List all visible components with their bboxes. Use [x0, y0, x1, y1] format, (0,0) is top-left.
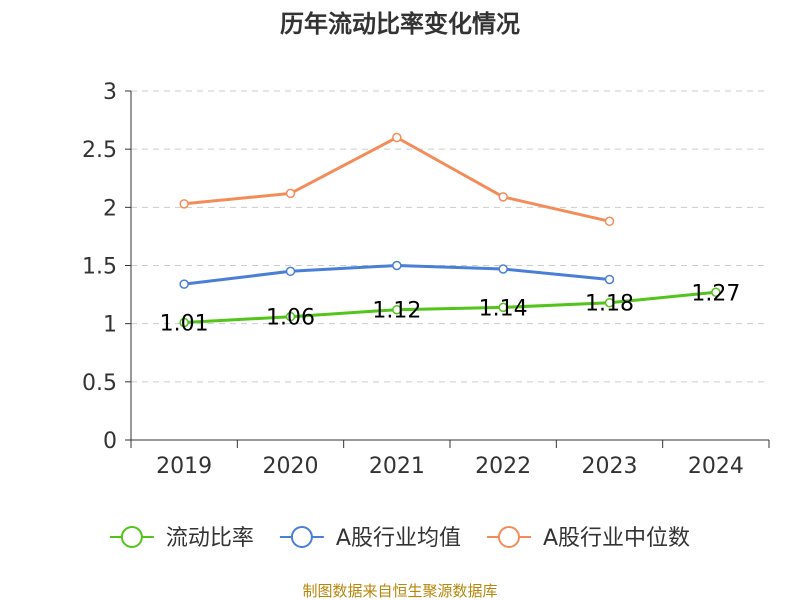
legend-label: A股行业均值: [336, 526, 461, 551]
y-tick-label: 1: [103, 313, 117, 338]
x-tick-label: 2020: [263, 454, 319, 479]
data-point[interactable]: [711, 287, 721, 298]
data-point[interactable]: [285, 311, 296, 322]
y-tick-label: 0.5: [82, 371, 117, 396]
grid-lines: [131, 90, 769, 383]
data-label: 1.18: [585, 292, 634, 317]
series-line-1: [184, 290, 716, 324]
series-line-3: [184, 136, 610, 223]
y-tick-label: 1.5: [82, 255, 117, 280]
data-label: 1.27: [691, 281, 740, 306]
legend-item-1[interactable]: 流动比率: [109, 526, 254, 551]
source-note: 制图数据来自恒生聚源数据库: [302, 582, 497, 600]
legend-item-2[interactable]: A股行业均值: [279, 526, 461, 551]
data-point[interactable]: [285, 266, 296, 277]
data-label: 1.06: [266, 306, 315, 331]
data-point[interactable]: [498, 302, 508, 313]
data-point[interactable]: [604, 274, 615, 285]
y-tick-label: 2: [103, 196, 117, 221]
x-tick-label: 2022: [475, 454, 531, 479]
data-point[interactable]: [604, 297, 615, 308]
x-tick-label: 2023: [582, 454, 638, 479]
legend-marker: [498, 526, 520, 548]
axes: 0 0.5 1 1.5 2 2.5 3 2019 2020 2021 2022 2023 2024: [82, 80, 770, 479]
legend-label: 流动比率: [166, 526, 254, 551]
y-tick-label: 2.5: [82, 138, 117, 163]
data-point[interactable]: [179, 279, 189, 289]
x-tick-label: 2024: [688, 454, 744, 479]
data-point[interactable]: [498, 264, 508, 274]
legend-label: A股行业中位数: [543, 526, 690, 551]
data-point[interactable]: [604, 216, 615, 227]
data-point[interactable]: [392, 260, 402, 271]
data-labels: 1.01 1.06 1.12 1.14 1.18 1.27: [160, 281, 741, 336]
data-point[interactable]: [392, 132, 402, 143]
data-point[interactable]: [392, 304, 402, 315]
chart-title: 历年流动比率变化情况: [280, 10, 520, 38]
data-point[interactable]: [285, 188, 296, 199]
y-tick-label: 3: [103, 80, 117, 105]
data-label: 1.01: [160, 312, 209, 337]
legend-marker: [120, 526, 143, 548]
legend-marker: [290, 526, 313, 548]
y-tick-label: 0: [103, 429, 117, 454]
series-layer: [179, 132, 721, 328]
data-label: 1.12: [372, 299, 421, 324]
data-label: 1.14: [479, 296, 528, 321]
x-tick-label: 2021: [369, 454, 425, 479]
data-point[interactable]: [179, 317, 189, 328]
data-point[interactable]: [498, 192, 508, 202]
x-tick-label: 2019: [156, 454, 212, 479]
legend[interactable]: 流动比率 A股行业均值 A股行业中位数: [109, 526, 690, 551]
data-point[interactable]: [179, 199, 189, 209]
legend-item-3[interactable]: A股行业中位数: [487, 526, 690, 551]
